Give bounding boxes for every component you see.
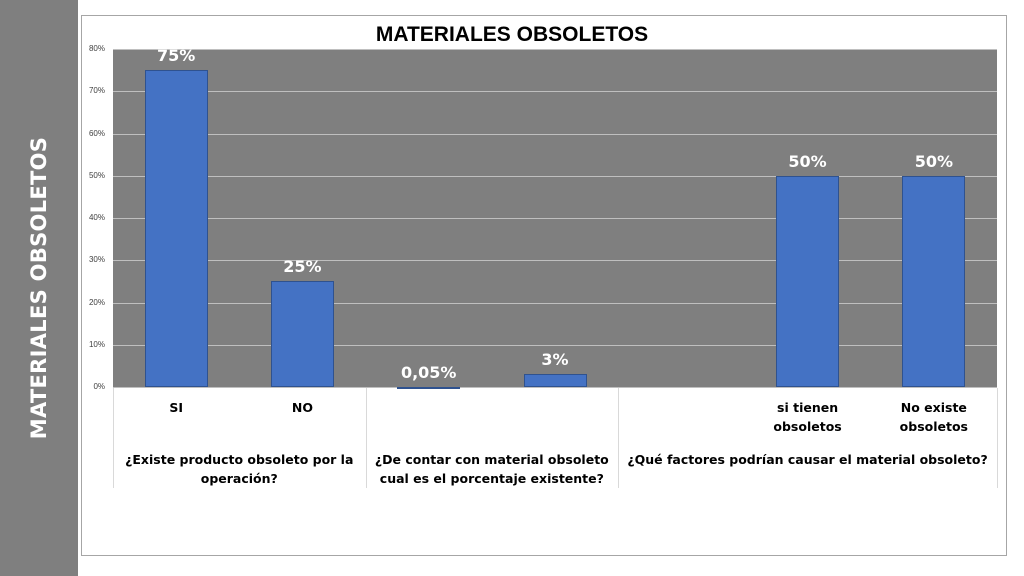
y-tick-label: 50% bbox=[88, 170, 105, 180]
gridline bbox=[113, 134, 997, 135]
axis-group-separator bbox=[113, 388, 114, 488]
bar bbox=[397, 386, 461, 389]
bar bbox=[523, 374, 587, 387]
axis-group-separator bbox=[366, 388, 367, 488]
chart-title: MATERIALES OBSOLETOS bbox=[375, 23, 649, 46]
group-label: ¿De contar con material obsoleto cual es… bbox=[374, 452, 609, 486]
y-tick-label: 10% bbox=[88, 339, 105, 349]
data-label: 0,05% bbox=[400, 362, 457, 382]
data-label: 75% bbox=[156, 46, 196, 66]
gridline bbox=[113, 176, 997, 177]
gridline bbox=[113, 303, 997, 304]
y-tick-label: 40% bbox=[88, 213, 105, 222]
category-label: No existe obsoletos bbox=[899, 400, 969, 434]
group-label: ¿Qué factores podrían causar el material… bbox=[627, 452, 988, 467]
axis-group-separator bbox=[618, 388, 619, 488]
gridline bbox=[113, 91, 997, 92]
data-label: 50% bbox=[788, 151, 827, 171]
gridline bbox=[113, 387, 997, 388]
gridline bbox=[113, 260, 997, 261]
category-label: NO bbox=[291, 400, 313, 415]
data-label: 3% bbox=[541, 350, 569, 370]
data-label: 25% bbox=[283, 257, 322, 277]
y-tick-label: 80% bbox=[88, 44, 105, 53]
axis-group-separator bbox=[997, 388, 998, 488]
bar bbox=[270, 281, 334, 387]
data-label: 50% bbox=[914, 151, 953, 171]
y-tick-label: 70% bbox=[88, 86, 105, 96]
gridline bbox=[113, 218, 997, 219]
group-label: ¿Existe producto obsoleto por la operaci… bbox=[125, 452, 354, 486]
sidebar-title: MATERIALES OBSOLETOS bbox=[27, 136, 51, 440]
category-label: si tienen obsoletos bbox=[773, 400, 842, 434]
gridline bbox=[113, 49, 997, 50]
bar bbox=[776, 175, 840, 387]
y-tick-label: 60% bbox=[88, 128, 105, 138]
y-tick-label: 20% bbox=[88, 297, 105, 307]
y-tick-label: 0% bbox=[93, 382, 105, 391]
slide-sidebar: MATERIALES OBSOLETOS bbox=[0, 0, 78, 576]
gridline bbox=[113, 345, 997, 346]
bar bbox=[144, 70, 208, 387]
bar bbox=[902, 175, 966, 387]
category-label: SI bbox=[169, 400, 183, 415]
y-tick-label: 30% bbox=[88, 255, 105, 265]
